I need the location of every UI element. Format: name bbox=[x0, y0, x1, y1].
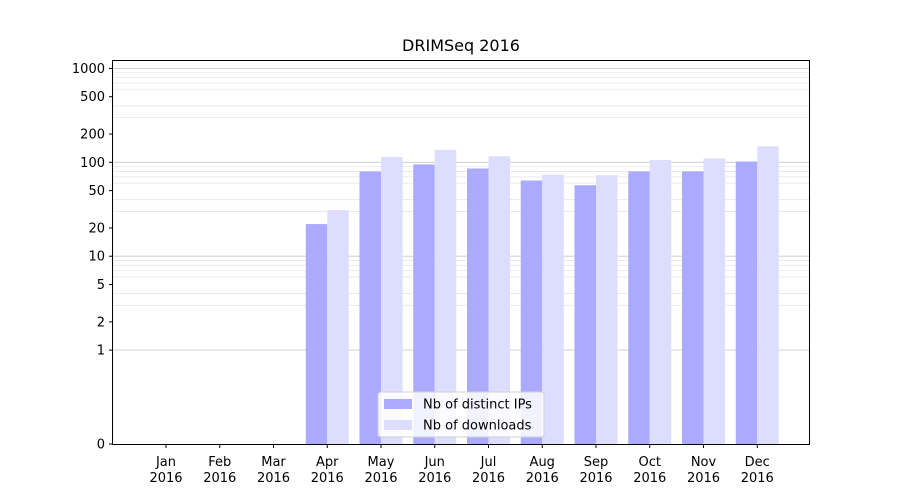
y-tick-label: 100 bbox=[80, 156, 105, 171]
x-tick-label-month: Nov bbox=[691, 455, 717, 470]
legend-swatch bbox=[384, 399, 412, 409]
legend-label: Nb of downloads bbox=[423, 419, 532, 434]
bar-distinct-ips bbox=[413, 164, 435, 444]
y-tick-label: 20 bbox=[88, 221, 105, 236]
y-tick-label: 10 bbox=[88, 250, 105, 265]
bar-downloads bbox=[327, 210, 349, 444]
legend-swatch bbox=[384, 420, 412, 430]
bar-distinct-ips bbox=[359, 171, 381, 444]
x-tick-label-month: Feb bbox=[208, 455, 231, 470]
y-tick-label: 5 bbox=[97, 278, 105, 293]
x-tick-label-year: 2016 bbox=[311, 471, 344, 486]
bar-downloads bbox=[434, 149, 457, 445]
x-tick-label-year: 2016 bbox=[203, 471, 236, 486]
bar-distinct-ips bbox=[305, 224, 328, 444]
bar-distinct-ips bbox=[467, 168, 489, 444]
x-tick-label-month: Jun bbox=[424, 455, 445, 470]
bar-distinct-ips bbox=[682, 171, 704, 444]
x-tick-label-month: Aug bbox=[530, 455, 555, 470]
x-tick-label-month: Jan bbox=[155, 455, 176, 470]
x-axis: Jan2016Feb2016Mar2016Apr2016May2016Jun20… bbox=[149, 444, 774, 486]
x-tick-label-month: Jul bbox=[480, 455, 497, 470]
bar-downloads bbox=[703, 158, 725, 445]
x-tick-label-year: 2016 bbox=[149, 471, 182, 486]
y-tick-label: 0 bbox=[97, 438, 105, 453]
y-axis: 0 1 2 5 10 20 50 100 200 500 1000 bbox=[72, 62, 113, 453]
y-tick-label: 2 bbox=[97, 315, 105, 330]
bar-downloads bbox=[381, 156, 403, 444]
bar-downloads bbox=[596, 175, 618, 444]
y-tick-label: 500 bbox=[80, 90, 105, 105]
bar-distinct-ips bbox=[574, 185, 596, 444]
y-tick-label: 1 bbox=[97, 344, 105, 359]
bar-downloads bbox=[757, 146, 779, 444]
x-tick-label-year: 2016 bbox=[579, 471, 612, 486]
legend-label: Nb of distinct IPs bbox=[423, 398, 532, 413]
y-tick-label: 200 bbox=[80, 128, 105, 143]
bar-distinct-ips bbox=[628, 171, 650, 444]
x-tick-label-year: 2016 bbox=[526, 471, 559, 486]
bar-downloads bbox=[649, 159, 672, 444]
bar-distinct-ips bbox=[735, 161, 758, 444]
x-tick-label-year: 2016 bbox=[364, 471, 397, 486]
y-tick-label: 1000 bbox=[72, 62, 105, 77]
x-tick-label-month: Apr bbox=[316, 455, 339, 470]
x-tick-label-month: May bbox=[368, 455, 395, 470]
x-tick-label-month: Mar bbox=[261, 455, 286, 470]
x-tick-label-month: Oct bbox=[639, 455, 661, 470]
y-tick-label: 50 bbox=[88, 184, 105, 199]
x-tick-label-year: 2016 bbox=[418, 471, 451, 486]
legend-box bbox=[377, 391, 545, 438]
bars bbox=[305, 146, 779, 445]
x-tick-label-year: 2016 bbox=[741, 471, 774, 486]
x-tick-label-year: 2016 bbox=[687, 471, 720, 486]
x-tick-label-year: 2016 bbox=[257, 471, 290, 486]
legend: Nb of distinct IPs Nb of downloads bbox=[377, 391, 545, 438]
x-tick-label-year: 2016 bbox=[633, 471, 666, 486]
x-tick-label-year: 2016 bbox=[472, 471, 505, 486]
bar-distinct-ips bbox=[520, 180, 543, 444]
x-tick-label-month: Sep bbox=[584, 455, 609, 470]
grid-lines bbox=[113, 67, 809, 351]
x-tick-label-month: Dec bbox=[745, 455, 770, 470]
axes-frame bbox=[112, 60, 810, 445]
bar-downloads bbox=[542, 174, 564, 445]
chart-title: DRIMSeq 2016 bbox=[402, 36, 520, 55]
bar-downloads bbox=[488, 156, 510, 444]
